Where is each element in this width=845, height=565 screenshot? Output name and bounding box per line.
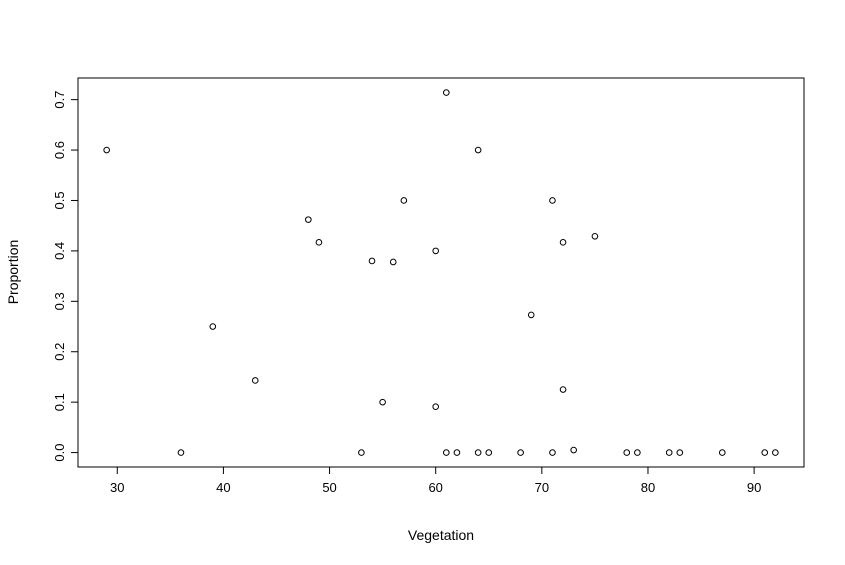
data-point xyxy=(676,449,684,456)
data-point xyxy=(432,403,439,410)
data-point xyxy=(177,449,185,456)
data-point xyxy=(305,216,312,223)
x-tick-label: 60 xyxy=(428,480,442,495)
y-axis-title: Proportion xyxy=(5,240,21,305)
data-point xyxy=(358,449,365,456)
data-point xyxy=(474,146,482,154)
data-point xyxy=(772,449,779,456)
x-tick-label: 80 xyxy=(641,480,655,495)
data-points xyxy=(103,89,779,456)
data-point xyxy=(485,449,493,456)
data-point xyxy=(570,446,577,454)
y-tick-label: 0.7 xyxy=(52,91,67,109)
data-point xyxy=(443,89,450,96)
x-tick-label: 70 xyxy=(535,480,549,495)
y-tick-label: 0.0 xyxy=(52,444,67,462)
data-point xyxy=(761,449,769,456)
x-tick-label: 90 xyxy=(747,480,761,495)
data-point xyxy=(474,449,482,456)
y-tick-label: 0.1 xyxy=(52,393,67,411)
data-point xyxy=(103,146,110,154)
y-tick-label: 0.5 xyxy=(52,191,67,209)
data-point xyxy=(559,239,567,246)
data-point xyxy=(368,257,376,265)
data-point xyxy=(718,449,726,456)
data-point xyxy=(623,449,631,456)
data-point xyxy=(389,258,397,266)
data-point xyxy=(517,449,524,456)
y-tick-label: 0.4 xyxy=(52,242,67,260)
x-tick-label: 40 xyxy=(216,480,230,495)
data-point xyxy=(559,386,567,393)
data-point xyxy=(379,398,386,406)
y-tick-label: 0.3 xyxy=(52,292,67,310)
data-point xyxy=(209,323,217,330)
data-point xyxy=(453,449,461,456)
data-point xyxy=(251,377,259,384)
data-point xyxy=(549,197,556,204)
x-tick-label: 30 xyxy=(110,480,124,495)
data-point xyxy=(591,232,599,240)
data-point xyxy=(315,239,323,246)
data-point xyxy=(549,449,556,456)
data-point xyxy=(634,449,641,456)
x-axis-title: Vegetation xyxy=(408,527,474,543)
data-point xyxy=(400,197,408,204)
x-tick-label: 50 xyxy=(322,480,336,495)
y-tick-label: 0.2 xyxy=(52,343,67,361)
y-tick-label: 0.6 xyxy=(52,141,67,159)
y-axis: 0.0 0.1 0.2 0.3 0.4 0.5 0.6 0.7 xyxy=(52,91,79,462)
data-point xyxy=(665,449,673,456)
data-point xyxy=(443,449,450,456)
data-point xyxy=(527,311,535,319)
data-point xyxy=(432,247,439,255)
x-axis: 30 40 50 60 70 80 90 xyxy=(110,466,761,495)
